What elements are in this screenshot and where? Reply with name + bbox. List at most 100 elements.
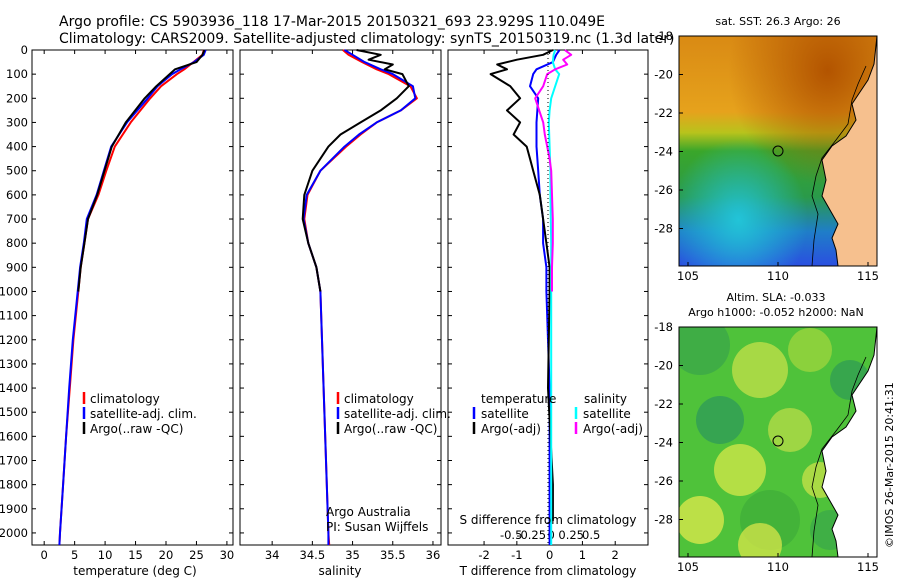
series-line-satellite-adj-clim-	[302, 49, 417, 545]
argo-float-marker	[772, 145, 784, 157]
y-tick-label: 2000	[0, 526, 28, 540]
map-y-tick-label: -18	[654, 29, 673, 43]
map-x-tick-label: 105	[677, 560, 699, 574]
x-tick-label: 34.5	[300, 548, 326, 562]
legend-label-s-argo: Argo(-adj)	[583, 422, 643, 436]
y-tick-label: 1600	[0, 429, 28, 443]
sla-blob	[788, 328, 832, 372]
sla-blob	[732, 342, 788, 398]
sla-blob	[714, 444, 766, 496]
x-tick-label: 5	[71, 548, 78, 562]
map-x-tick-label: 105	[677, 269, 699, 283]
sla-blob	[679, 496, 724, 544]
y-tick-label: 1500	[0, 405, 28, 419]
map-y-tick-label: -28	[654, 513, 673, 527]
series-line-satellite-adj-clim-	[58, 49, 207, 546]
sla-map	[679, 327, 877, 557]
legend-label-argo: Argo(..raw -QC)	[344, 422, 437, 436]
x2-tick-label: 0.25	[558, 528, 584, 542]
legend-title-salinity: salinity	[584, 392, 627, 406]
x2-tick-label: 0.5	[582, 528, 600, 542]
credit-line1: Argo Australia	[326, 505, 411, 519]
x-tick-label: 0	[41, 548, 48, 562]
temperature-xlabel: temperature (deg C)	[73, 564, 196, 578]
map-y-tick-label: -24	[654, 145, 673, 159]
tick-layer: 0100200300400500600700800900100011001200…	[0, 43, 648, 562]
temperature-axes	[31, 49, 234, 546]
x-tick-label: 15	[128, 548, 143, 562]
map-y-tick-label: -18	[654, 320, 673, 334]
series-line-t-argo-adj-	[489, 49, 554, 521]
map-y-tick-label: -22	[654, 397, 673, 411]
y-tick-label: 1400	[0, 381, 28, 395]
map-y-tick-label: -20	[654, 359, 673, 373]
x-tick-label: 30	[220, 548, 235, 562]
y-tick-label: 1700	[0, 453, 28, 467]
y-tick-label: 900	[6, 260, 28, 274]
salinity-legend: climatology satellite-adj. clim. Argo(..…	[336, 392, 451, 436]
map-y-tick-label: -20	[654, 68, 673, 82]
legend-label-satellite: satellite-adj. clim.	[344, 407, 451, 421]
map-y-tick-label: -24	[654, 436, 673, 450]
x-tick-label: 25	[189, 548, 204, 562]
sst-map	[679, 36, 877, 266]
x-tick-label: 35.5	[380, 548, 406, 562]
y-tick-label: 700	[6, 212, 28, 226]
credit-line2: PI: Susan Wijffels	[326, 520, 428, 534]
x-tick-label: 35	[345, 548, 360, 562]
difference-legend: temperature salinity satellite Argo(-adj…	[472, 392, 643, 436]
y-tick-label: 600	[6, 188, 28, 202]
series-line-s-satellite	[547, 49, 561, 545]
argo-float-marker	[772, 435, 784, 447]
s-difference-label: S difference from climatology	[460, 513, 637, 527]
y-tick-label: 400	[6, 140, 28, 154]
map-y-tick-label: -26	[654, 474, 673, 488]
legend-label-s-satellite: satellite	[583, 407, 631, 421]
map-y-tick-label: -22	[654, 106, 673, 120]
header-line1: Argo profile: CS 5903936_118 17-Mar-2015…	[59, 14, 605, 30]
temperature-legend: climatology satellite-adj. clim. Argo(..…	[82, 392, 197, 436]
legend-label-t-argo: Argo(-adj)	[481, 422, 541, 436]
legend-label-argo: Argo(..raw -QC)	[90, 422, 183, 436]
salinity-axes	[239, 49, 442, 546]
map-x-tick-label: 110	[767, 269, 789, 283]
header-line2: Climatology: CARS2009. Satellite-adjuste…	[59, 31, 674, 47]
sla-map-title1: Altim. SLA: -0.033	[726, 291, 825, 304]
x-tick-label: -1	[511, 548, 522, 562]
map-x-tick-label: 110	[767, 560, 789, 574]
x-tick-label: 36	[426, 548, 441, 562]
x-tick-label: 2	[612, 548, 619, 562]
y-tick-label: 1800	[0, 478, 28, 492]
sla-blob	[696, 396, 744, 444]
x-tick-label: 34	[265, 548, 280, 562]
series-line-s-argo-adj-	[534, 49, 573, 292]
sla-blob	[679, 327, 730, 375]
legend-label-climatology: climatology	[344, 392, 414, 406]
x-tick-label: 1	[579, 548, 586, 562]
y-tick-label: 0	[21, 43, 28, 57]
land-mass	[821, 36, 877, 266]
y-tick-label: 1000	[0, 284, 28, 298]
series-layer	[58, 49, 573, 546]
sla-blob	[768, 408, 812, 452]
imos-credit: ©IMOS 26-Mar-2015 20:41:31	[883, 382, 896, 548]
legend-title-temperature: temperature	[481, 392, 556, 406]
land-mass	[821, 327, 877, 557]
x-tick-label: -2	[478, 548, 489, 562]
sla-blob	[738, 523, 782, 557]
y-tick-label: 800	[6, 236, 28, 250]
map-x-tick-label: 115	[857, 269, 879, 283]
series-line-climatology	[58, 49, 205, 546]
y-tick-label: 200	[6, 91, 28, 105]
difference-xlabel: T difference from climatology	[459, 564, 637, 578]
salinity-xlabel: salinity	[318, 564, 361, 578]
y-tick-label: 1100	[0, 309, 28, 323]
map-y-tick-label: -28	[654, 222, 673, 236]
sst-map-title: sat. SST: 26.3 Argo: 26	[715, 15, 840, 28]
series-line-t-satellite	[529, 49, 561, 545]
y-tick-label: 500	[6, 164, 28, 178]
bathymetry-contour	[811, 356, 867, 557]
x-tick-label: 10	[98, 548, 113, 562]
sla-map-title2: Argo h1000: -0.052 h2000: NaN	[688, 306, 864, 319]
